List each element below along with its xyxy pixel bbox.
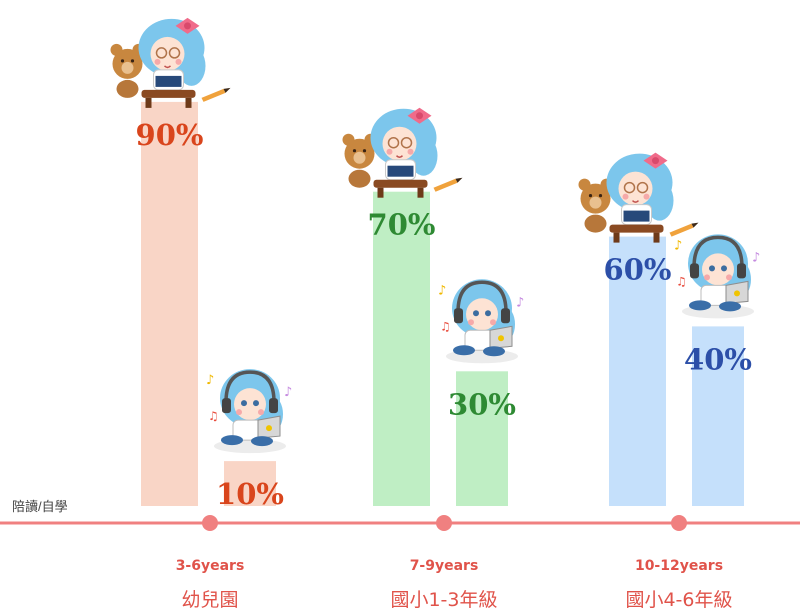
axis-marker <box>671 515 687 531</box>
girl-with-headphones-and-laptop-icon <box>436 277 527 366</box>
age-range-label: 10-12years <box>635 558 723 574</box>
girl-reading-with-teddy-bear-icon <box>109 17 232 109</box>
age-range-label: 7-9years <box>410 558 479 574</box>
bar-value-label: 10% <box>216 477 284 511</box>
school-stage-label: 幼兒園 <box>181 589 238 611</box>
bar-value-label: 90% <box>136 118 204 152</box>
girl-reading-with-teddy-bear-icon <box>577 151 700 244</box>
bar <box>456 371 508 506</box>
bar-value-label: 60% <box>604 253 672 287</box>
girl-with-headphones-and-laptop-icon <box>672 232 763 321</box>
bar <box>373 191 430 506</box>
bar <box>609 236 666 506</box>
bar-group: 70% 30% 7-9years 國小1-3年級 <box>341 106 527 611</box>
bar-groups: 90% 10% 3-6years 幼兒園 70% 30% 7-9years 國小1-3年級 60… <box>109 17 763 611</box>
school-stage-label: 國小4-6年級 <box>625 589 732 611</box>
bar-group: 60% 40% 10-12years 國小4-6年級 <box>577 151 763 611</box>
bar <box>141 101 198 507</box>
school-stage-label: 國小1-3年級 <box>390 589 497 611</box>
bar-value-label: 30% <box>448 387 516 421</box>
girl-with-headphones-and-laptop-icon <box>204 367 295 455</box>
bar-value-label: 40% <box>684 342 752 376</box>
age-range-label: 3-6years <box>176 558 245 574</box>
axis-marker <box>436 515 452 531</box>
axis-marker <box>202 515 218 531</box>
legend-label: 陪讀/自學 <box>12 499 68 514</box>
bar-group: 90% 10% 3-6years 幼兒園 <box>109 17 295 611</box>
bar <box>692 326 744 506</box>
girl-reading-with-teddy-bear-icon <box>341 106 464 199</box>
bar <box>224 461 276 506</box>
bar-value-label: 70% <box>368 208 436 242</box>
